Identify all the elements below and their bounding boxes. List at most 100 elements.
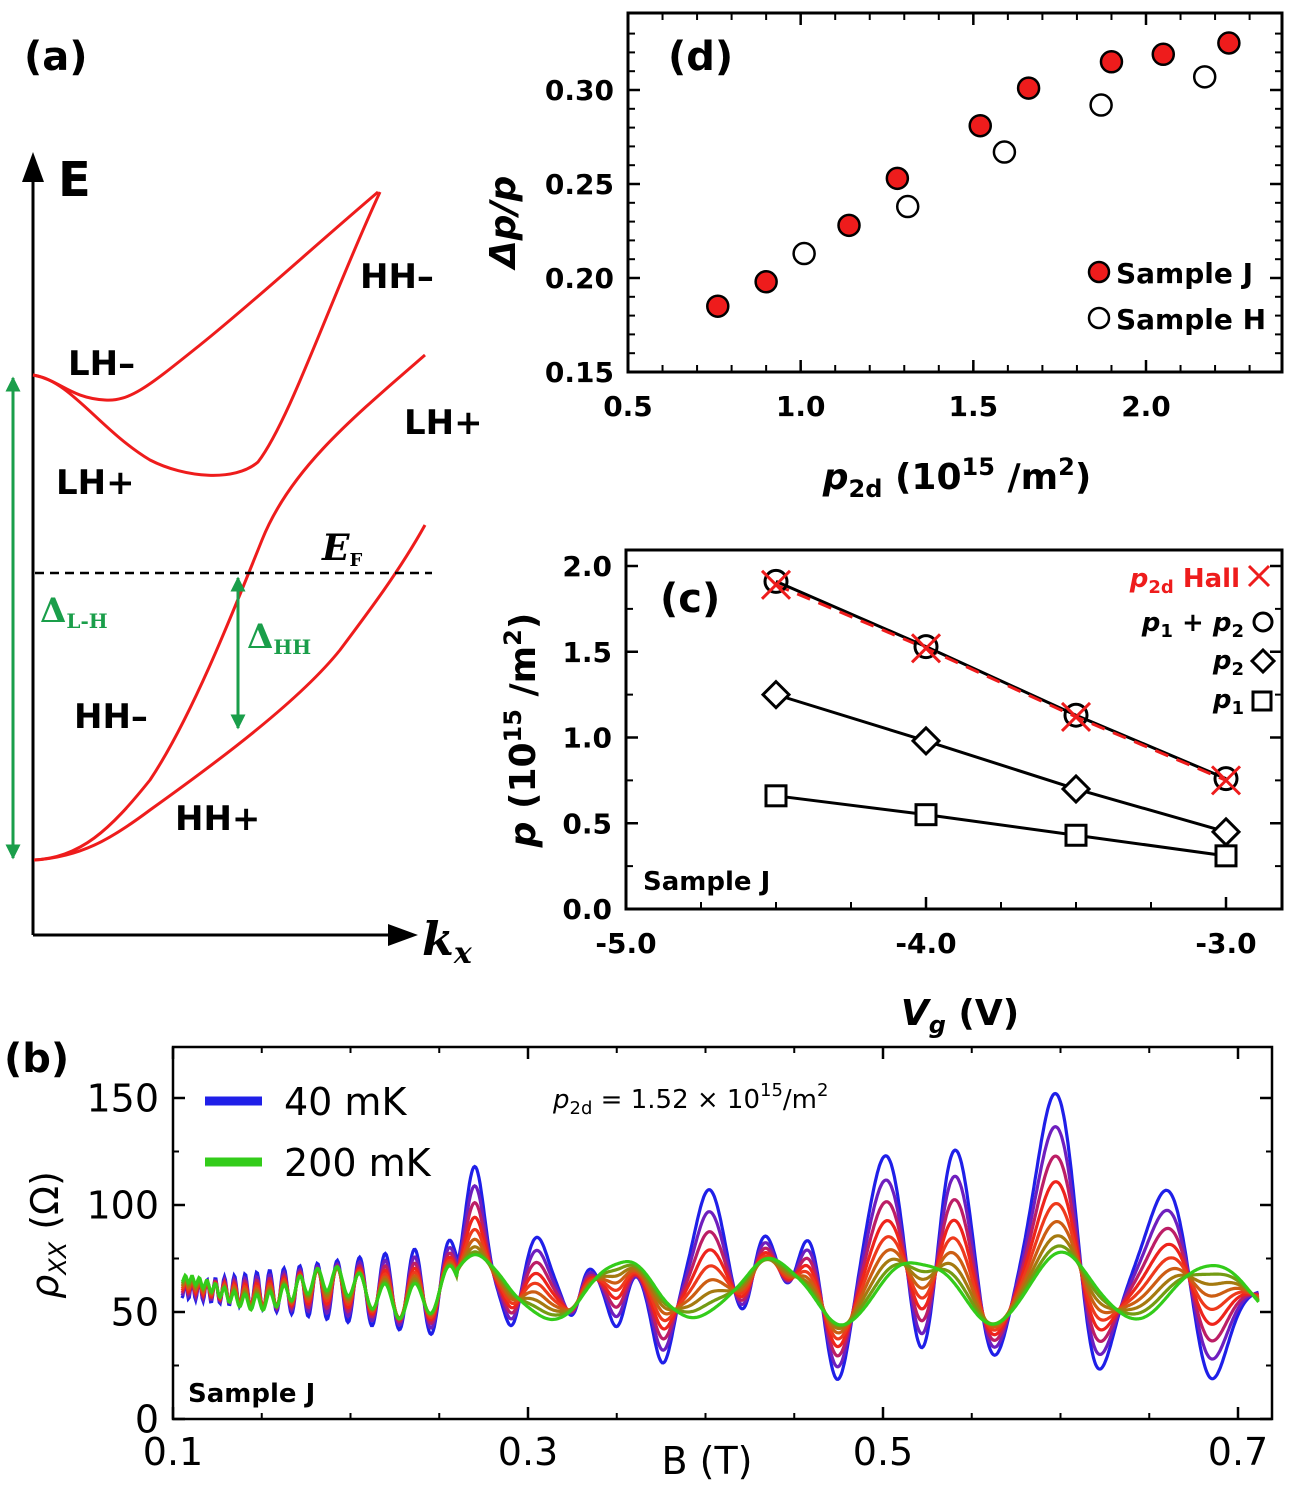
data-point-sample-j bbox=[837, 213, 861, 238]
marker-p1-plus-p2 bbox=[913, 634, 939, 660]
label-hh-minus-top: HH– bbox=[360, 257, 434, 297]
k-axis-label: kx bbox=[422, 912, 473, 971]
x-axis-label-b: B (T) bbox=[661, 1439, 752, 1483]
plot-frame-b bbox=[171, 1045, 1274, 1421]
marker-p1-plus-p2 bbox=[763, 568, 789, 594]
y-tick-label: 2.0 bbox=[562, 550, 612, 583]
legend-d: Sample J Sample H bbox=[1087, 257, 1266, 336]
band-curves bbox=[32, 190, 427, 862]
k-axis-arrow-icon bbox=[388, 924, 418, 946]
data-point-sample-h bbox=[1192, 65, 1217, 89]
legend-label-p1: p1 bbox=[1212, 685, 1244, 719]
data-point-sample-j bbox=[968, 113, 992, 138]
y-tick-label: 100 bbox=[86, 1184, 159, 1228]
data-point-sample-j bbox=[706, 294, 730, 318]
fermi-level-label: EF bbox=[321, 527, 362, 571]
marker-p1-plus-p2 bbox=[1063, 702, 1089, 728]
y-tick-label: 150 bbox=[86, 1077, 159, 1121]
x-axis-label-d: p2d (1015 /m2) bbox=[822, 453, 1092, 503]
x-tick-label: -4.0 bbox=[895, 927, 956, 960]
panel-a: (a) E kx EF ΔL-H ΔHH LH– LH+ HH– LH+ HH–… bbox=[5, 34, 483, 971]
y-tick-label: 0.25 bbox=[545, 168, 614, 201]
x-tick-label: 1.5 bbox=[949, 390, 999, 423]
x-tick-label: 0.1 bbox=[143, 1430, 203, 1474]
data-point-sample-j bbox=[1016, 76, 1041, 100]
panel-label-d: (d) bbox=[668, 34, 733, 80]
legend-label-200mk: 200 mK bbox=[284, 1141, 432, 1185]
legend-label-sum: p1 + p2 bbox=[1141, 608, 1244, 642]
legend-label-hall: p2d Hall bbox=[1129, 564, 1240, 598]
y-axis-label-b: ρXX (Ω) bbox=[23, 1171, 72, 1299]
band-lh-plus-upper bbox=[32, 191, 382, 477]
x-tick-label: 0.5 bbox=[603, 390, 653, 423]
series-line-diamond bbox=[775, 693, 1227, 834]
marker-p2 bbox=[1210, 816, 1242, 847]
label-hh-plus: HH+ bbox=[175, 799, 260, 839]
panel-d: 0.5 1.0 1.5 2.0 0.15 0.20 0.25 0.30 (d) Sample … bbox=[483, 11, 1284, 503]
legend-marker-sum bbox=[1252, 611, 1274, 633]
plot-frame-d bbox=[626, 11, 1284, 374]
legend-label-40mk: 40 mK bbox=[284, 1080, 407, 1124]
data-point-sample-j bbox=[1099, 50, 1124, 74]
marker-hall bbox=[760, 569, 792, 600]
panel-c: -5.0 -4.0 -3.0 0.0 0.5 1.0 1.5 2.0 (c) Sample J… bbox=[499, 548, 1284, 1039]
legend-b: 40 mK 200 mK bbox=[205, 1080, 432, 1185]
y-axis-label-c: p (1015 /m2) bbox=[499, 613, 544, 849]
y-tick-label: 0.30 bbox=[545, 74, 614, 107]
ticks-b: 0.1 0.3 0.5 0.7 0 50 100 150 bbox=[86, 1047, 1272, 1474]
data-point-sample-j bbox=[885, 166, 910, 191]
energy-axis-label: E bbox=[58, 152, 91, 208]
x-tick-label: 0.3 bbox=[498, 1430, 558, 1474]
y-tick-label: 0 bbox=[135, 1398, 159, 1442]
legend-marker-p2 bbox=[1249, 647, 1277, 675]
series-c bbox=[760, 568, 1242, 868]
series-b bbox=[180, 1091, 1260, 1381]
series-d bbox=[706, 31, 1241, 318]
legend-marker-sample-j bbox=[1087, 260, 1111, 284]
energy-axis-arrow-icon bbox=[22, 152, 44, 182]
x-axis-label-c: Vg (V) bbox=[901, 993, 1019, 1039]
x-tick-label: 0.7 bbox=[1208, 1430, 1268, 1474]
rho-curve-200mk bbox=[180, 1250, 1260, 1327]
annotation-sample-j-b: Sample J bbox=[188, 1379, 315, 1409]
x-tick-label: 2.0 bbox=[1121, 390, 1171, 423]
panel-label-b: (b) bbox=[4, 1036, 69, 1082]
x-tick-label: 1.0 bbox=[776, 390, 826, 423]
x-tick-label: 0.5 bbox=[853, 1430, 913, 1474]
y-axis-label-d: Δp/p bbox=[483, 176, 524, 272]
series-line-square bbox=[775, 794, 1227, 858]
marker-p1 bbox=[764, 784, 788, 808]
panel-b: (b) 0.1 0.3 0.5 0.7 0 50 100 150 Sample J p2d =… bbox=[4, 1036, 1274, 1483]
marker-p1-plus-p2 bbox=[1213, 766, 1239, 792]
legend-marker-sample-h bbox=[1087, 306, 1111, 330]
y-tick-label: 0.15 bbox=[545, 356, 614, 389]
legend-marker-p1 bbox=[1251, 690, 1273, 712]
data-point-sample-h bbox=[792, 241, 816, 266]
series-line-hall bbox=[775, 583, 1227, 782]
marker-p2 bbox=[760, 679, 792, 710]
data-point-sample-h bbox=[992, 140, 1017, 164]
data-point-sample-j bbox=[1151, 42, 1176, 67]
ticks-c: -5.0 -4.0 -3.0 0.0 0.5 1.0 1.5 2.0 bbox=[562, 550, 1282, 960]
legend-label-p2: p2 bbox=[1212, 646, 1244, 680]
data-point-sample-h bbox=[1089, 93, 1113, 117]
legend-label-sample-h: Sample H bbox=[1116, 303, 1266, 336]
x-tick-label: -3.0 bbox=[1195, 927, 1256, 960]
label-lh-minus: LH– bbox=[68, 344, 135, 384]
band-hh-plus bbox=[33, 524, 427, 862]
annotation-sample-j-c: Sample J bbox=[643, 867, 770, 897]
series-line-circle bbox=[775, 580, 1227, 781]
marker-hall bbox=[1060, 701, 1092, 732]
label-hh-minus-left: HH– bbox=[74, 697, 148, 737]
panel-label-a: (a) bbox=[24, 34, 88, 80]
legend-label-sample-j: Sample J bbox=[1116, 257, 1253, 290]
x-tick-label: -5.0 bbox=[595, 927, 656, 960]
legend-marker-hall bbox=[1247, 564, 1271, 588]
plot-frame-c bbox=[624, 548, 1284, 911]
y-tick-label: 1.0 bbox=[562, 722, 612, 755]
marker-hall bbox=[1210, 765, 1242, 796]
data-point-sample-j bbox=[1217, 31, 1241, 55]
label-lh-plus-left: LH+ bbox=[56, 463, 135, 503]
y-tick-label: 0.0 bbox=[562, 893, 612, 926]
